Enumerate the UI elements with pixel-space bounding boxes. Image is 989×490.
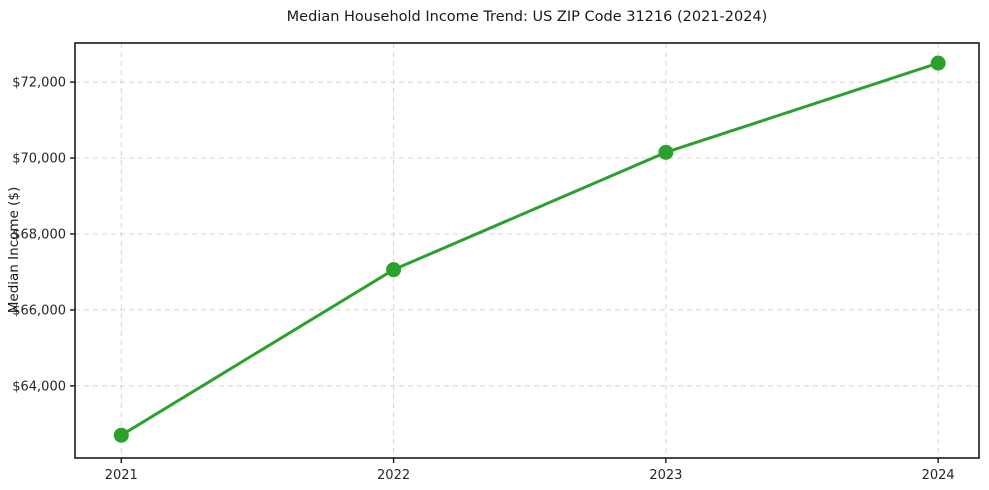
plot-border bbox=[74, 42, 980, 459]
data-line bbox=[119, 61, 940, 437]
data-point-2021 bbox=[113, 427, 129, 443]
chart-title: Median Household Income Trend: US ZIP Co… bbox=[286, 9, 768, 25]
x-tick-label: 2021 bbox=[105, 468, 138, 483]
x-tick-label: 2022 bbox=[377, 468, 410, 483]
data-point-2023 bbox=[658, 144, 674, 160]
y-tick-label: $64,000 bbox=[12, 379, 66, 394]
data-point-2022 bbox=[386, 262, 402, 278]
y-tick-label: $66,000 bbox=[12, 303, 66, 318]
x-tick-label: 2024 bbox=[922, 468, 955, 483]
data-point-2024 bbox=[930, 55, 946, 71]
y-tick-label: $70,000 bbox=[12, 152, 66, 167]
y-tick-label: $68,000 bbox=[12, 227, 66, 242]
y-tick-label: $72,000 bbox=[12, 76, 66, 91]
x-tick-label: 2023 bbox=[649, 468, 682, 483]
